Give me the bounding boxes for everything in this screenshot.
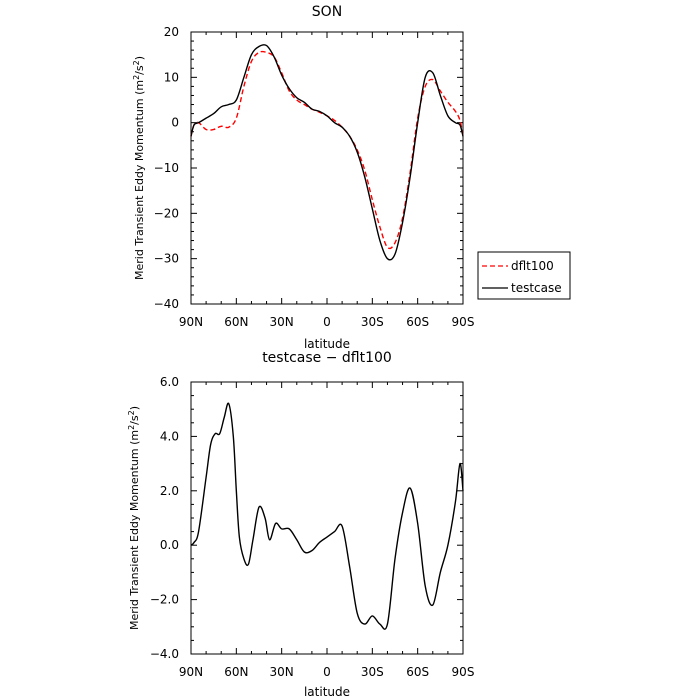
top-plot-frame	[190, 31, 464, 305]
bottom-series-lines	[190, 402, 464, 630]
top-chart-title: SON	[312, 4, 342, 20]
top-x-tick-label: 30N	[270, 315, 294, 329]
bottom-chart-title: testcase − dflt100	[262, 350, 392, 366]
bottom-y-tick-label: 2.0	[160, 484, 179, 498]
top-x-tick-labels: 90N 60N 30N 0 30S 60S 90S	[179, 315, 475, 329]
top-y-tick-labels: 20 10 0 −10 −20 −30 −40	[154, 25, 179, 311]
top-x-tick-label: 60N	[224, 315, 248, 329]
bottom-y-tick-label: −4.0	[150, 647, 179, 661]
top-series-lines	[190, 44, 464, 261]
top-x-tick-label: 0	[323, 315, 331, 329]
top-series-line-testcase	[190, 44, 464, 261]
top-y-tick-label: 10	[164, 70, 179, 84]
top-x-tick-label: 60S	[406, 315, 429, 329]
top-x-tick-label: 90N	[179, 315, 203, 329]
top-y-tick-label: −40	[154, 297, 179, 311]
bottom-x-tick-label: 30S	[361, 665, 384, 679]
top-axis-ticks	[190, 31, 464, 305]
bottom-y-axis-label: Merid Transient Eddy Momentum (m2/s2)	[127, 406, 141, 630]
bottom-y-tick-label: 4.0	[160, 429, 179, 443]
bottom-series-line-diff-0	[190, 402, 464, 630]
bottom-x-axis-label: latitude	[304, 685, 350, 699]
bottom-x-tick-labels: 90N 60N 30N 0 30S 60S 90S	[179, 665, 475, 679]
bottom-x-tick-label: 90N	[179, 665, 203, 679]
top-x-tick-label: 30S	[361, 315, 384, 329]
top-y-tick-label: −20	[154, 206, 179, 220]
legend-label-testcase: testcase	[511, 281, 562, 295]
top-x-axis-label: latitude	[304, 337, 350, 351]
bottom-axis-ticks	[190, 381, 464, 655]
bottom-y-tick-label: −2.0	[150, 593, 179, 607]
bottom-panel: testcase − dflt100 90N 60N 30N 0 30S 60S 90S 6…	[127, 350, 474, 699]
top-y-tick-label: −30	[154, 252, 179, 266]
top-y-tick-label: 0	[171, 116, 179, 130]
bottom-x-tick-label: 0	[323, 665, 331, 679]
legend: dflt100 testcase	[477, 251, 571, 300]
top-y-tick-label: −10	[154, 161, 179, 175]
bottom-x-tick-label: 30N	[270, 665, 294, 679]
bottom-x-tick-label: 90S	[452, 665, 475, 679]
top-y-tick-label: 20	[164, 25, 179, 39]
legend-label-dflt100: dflt100	[511, 259, 554, 273]
bottom-y-tick-labels: 6.0 4.0 2.0 0.0 −2.0 −4.0	[150, 375, 179, 661]
top-panel: SON 90N 60N 30N 0 30S 60S 90S 20 10 0 −10 −20 −30 −4…	[132, 4, 474, 351]
bottom-y-tick-label: 6.0	[160, 375, 179, 389]
bottom-x-tick-label: 60N	[224, 665, 248, 679]
top-y-axis-label: Merid Transient Eddy Momentum (m2/s2)	[132, 56, 146, 280]
top-x-tick-label: 90S	[452, 315, 475, 329]
bottom-y-tick-label: 0.0	[160, 538, 179, 552]
top-series-line-dflt100	[190, 50, 464, 250]
legend-box	[477, 251, 571, 300]
bottom-x-tick-label: 60S	[406, 665, 429, 679]
